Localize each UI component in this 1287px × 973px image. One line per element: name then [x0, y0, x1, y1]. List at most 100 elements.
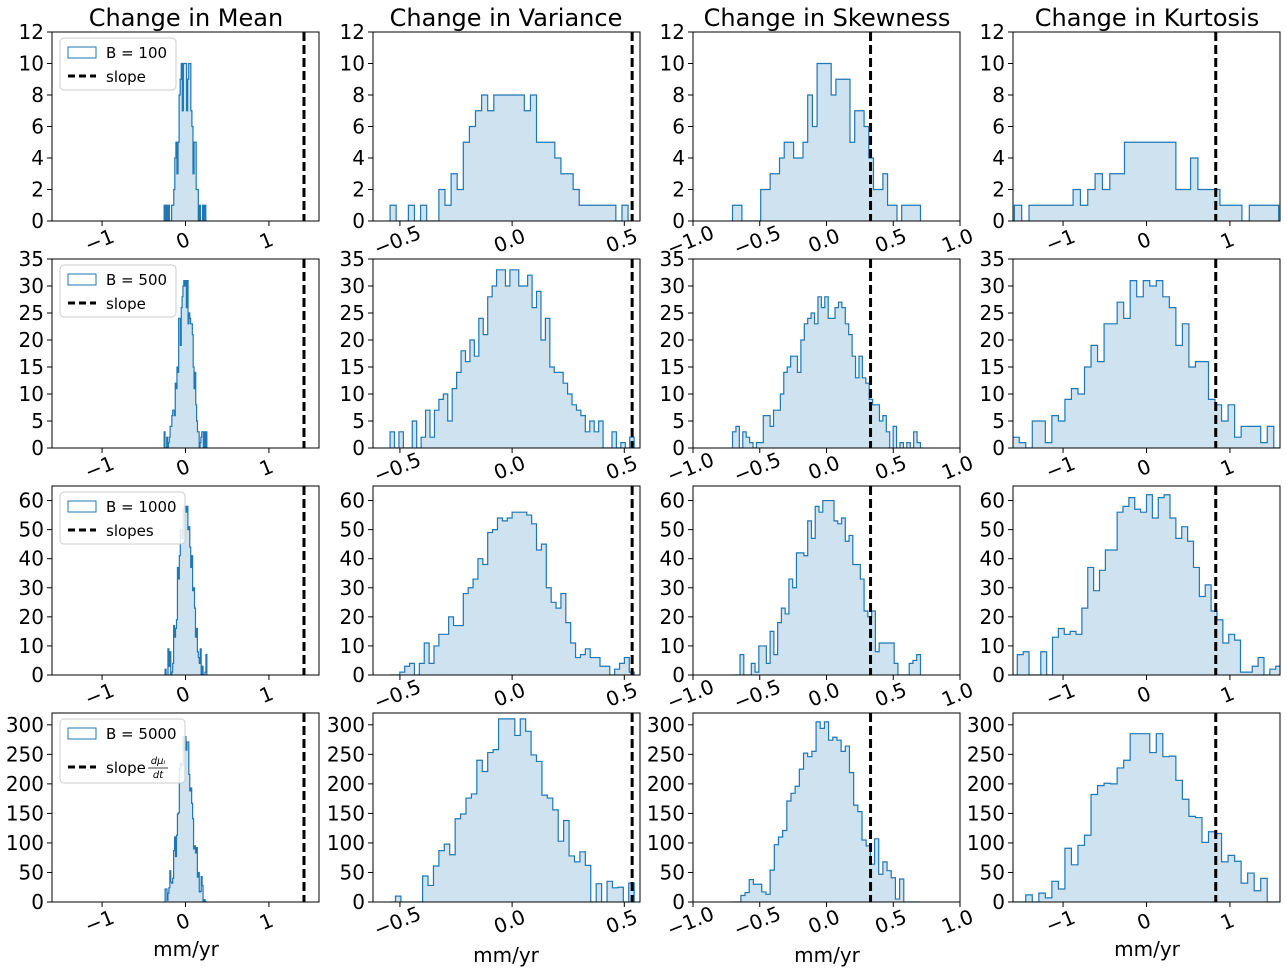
x-tick-label: −1 — [81, 224, 117, 257]
y-tick-label: 100 — [6, 831, 44, 855]
x-tick-label: 0.5 — [602, 904, 640, 938]
y-tick-label: 0 — [31, 890, 44, 914]
x-axis-label-col0: mm/yr — [153, 937, 220, 961]
y-tick-label: 30 — [660, 576, 685, 600]
y-tick-label: 35 — [19, 247, 44, 271]
y-tick-label: 15 — [660, 355, 685, 379]
histogram-outline — [732, 721, 921, 902]
x-axis-label-col3: mm/yr — [1114, 937, 1181, 961]
legend-hist-swatch — [67, 273, 97, 286]
y-tick-label: 0 — [672, 436, 685, 460]
legend-hist-label: B = 100 — [106, 44, 167, 62]
y-tick-label: 10 — [340, 634, 365, 658]
y-tick-label: 10 — [19, 634, 44, 658]
axes-frame — [372, 712, 641, 903]
y-tick-label: 5 — [672, 409, 685, 433]
column-titles: Change in Mean Change in Variance Change… — [89, 4, 1259, 32]
y-tick-label: 40 — [19, 547, 44, 571]
histogram — [1013, 733, 1280, 902]
x-tick-label: 0.0 — [490, 677, 528, 711]
y-tick-label: 10 — [19, 52, 44, 76]
y-tick-label: 0 — [352, 663, 365, 687]
histogram-outline — [732, 499, 922, 675]
y-tick-label: 200 — [647, 772, 685, 796]
y-tick-label: 40 — [340, 547, 365, 571]
x-tick-label: 0.0 — [805, 677, 843, 711]
histogram-fill — [732, 296, 921, 448]
y-tick-label: 35 — [340, 247, 365, 271]
x-tick-label: 0 — [172, 454, 193, 481]
histogram-outline — [389, 94, 635, 221]
panel-r3-c1: 0 50 100 150 200 250 300 −0.5 0.0 0.5 — [327, 712, 641, 942]
x-tick-label: 1 — [1217, 681, 1238, 708]
y-tick-label: 2 — [992, 178, 1005, 202]
x-tick-label: −0.5 — [370, 447, 424, 487]
y-tick-label: 25 — [19, 301, 44, 325]
y-tick-label: 50 — [980, 518, 1005, 542]
panel-r3-c3: 0 50 100 150 200 250 300 −1 0 1 — [967, 712, 1281, 938]
histogram — [1013, 494, 1280, 675]
x-tick-label: 0.0 — [490, 904, 528, 938]
panel-r1-c3: 0 5 10 15 20 25 30 35 −1 0 1 — [980, 247, 1281, 484]
legend-slope-label: slope — [106, 295, 146, 313]
y-tick-label: 0 — [352, 436, 365, 460]
y-tick-label: 10 — [340, 382, 365, 406]
histogram-fill — [1013, 494, 1280, 675]
y-tick-label: 6 — [672, 115, 685, 139]
panel-r2-c3: 0 10 20 30 40 50 60 −1 0 1 — [980, 485, 1281, 711]
x-tick-label: −0.5 — [730, 447, 784, 487]
y-tick-label: 250 — [6, 742, 44, 766]
y-tick-label: 20 — [980, 605, 1005, 629]
x-tick-label: 0.0 — [805, 904, 843, 938]
y-tick-label: 10 — [660, 382, 685, 406]
y-tick-label: 5 — [352, 409, 365, 433]
y-tick-label: 0 — [992, 209, 1005, 233]
legend-hist-swatch — [67, 46, 97, 59]
x-tick-label: 1 — [256, 454, 277, 481]
panel-r0-c3: 0 2 4 6 8 10 12 −1 0 1 — [980, 20, 1281, 257]
y-tick-label: 0 — [672, 890, 685, 914]
legend-hist-label: B = 5000 — [106, 725, 177, 743]
y-tick-label: 10 — [980, 382, 1005, 406]
y-tick-label: 2 — [352, 178, 365, 202]
column-title-variance: Change in Variance — [390, 4, 623, 32]
x-tick-label: 0 — [1133, 681, 1154, 708]
x-tick-label: 0 — [172, 908, 193, 935]
y-tick-label: 12 — [19, 20, 44, 44]
histogram-outline — [163, 62, 207, 221]
y-tick-label: 25 — [340, 301, 365, 325]
panel-r0-c1: 0 2 4 6 8 10 12 −0.5 0.0 0.5 — [340, 20, 641, 261]
histogram-fill — [732, 500, 921, 675]
x-tick-label: −1 — [81, 678, 117, 711]
y-tick-label: 2 — [31, 178, 44, 202]
y-tick-label: 8 — [672, 83, 685, 107]
y-tick-label: 50 — [660, 518, 685, 542]
x-tick-label: −1 — [1042, 678, 1078, 711]
histogram-fill — [1013, 142, 1280, 221]
panel-r1-c1: 0 5 10 15 20 25 30 35 −0.5 0.0 0.5 — [340, 247, 641, 488]
y-tick-label: 15 — [980, 355, 1005, 379]
histogram-outline — [390, 718, 635, 902]
panel-r2-c0: 0 10 20 30 40 50 60 −1 0 1 B = 1000 slopes — [19, 485, 320, 711]
y-tick-label: 35 — [980, 247, 1005, 271]
y-tick-label: 0 — [992, 663, 1005, 687]
histogram-fill — [1013, 733, 1280, 902]
x-tick-label: −0.5 — [730, 674, 784, 714]
y-tick-label: 150 — [6, 801, 44, 825]
y-tick-label: 200 — [967, 772, 1005, 796]
y-tick-label: 0 — [352, 209, 365, 233]
x-tick-label: −0.5 — [370, 674, 424, 714]
y-tick-label: 20 — [340, 328, 365, 352]
x-tick-label: 1 — [1217, 227, 1238, 254]
y-tick-label: 0 — [992, 436, 1005, 460]
x-axis-label-col2: mm/yr — [794, 943, 861, 967]
axes-frame — [372, 258, 641, 449]
x-tick-label: 1 — [1217, 908, 1238, 935]
histogram-outline — [390, 511, 635, 675]
y-tick-label: 6 — [992, 115, 1005, 139]
y-tick-label: 300 — [327, 713, 365, 737]
legend-slope-label: slope — [106, 759, 146, 777]
y-tick-label: 20 — [19, 328, 44, 352]
